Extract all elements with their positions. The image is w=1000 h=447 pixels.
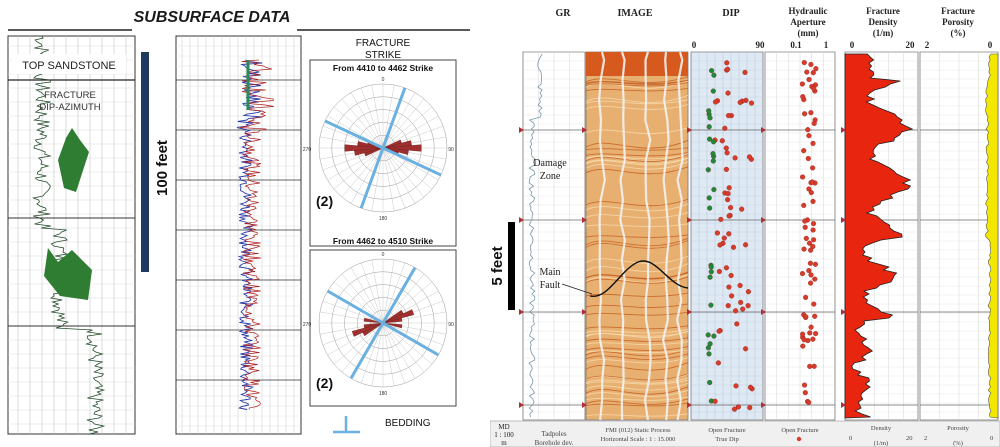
aperture-track <box>764 51 836 421</box>
panel-title: SUBSURFACE DATA <box>134 9 291 26</box>
rose-header-line2: STRIKE <box>365 50 401 61</box>
gr-curve-right <box>528 53 543 418</box>
dip-scale-max: 90 <box>756 40 766 50</box>
svg-text:90: 90 <box>448 322 454 328</box>
rose2-title: From 4462 to 4510 Strike <box>333 236 433 246</box>
density-scale-max: 20 <box>906 40 916 50</box>
depth-tick-arrows <box>519 127 846 408</box>
footer-dip-1: Open Fracture <box>708 427 745 434</box>
bedding-label: BEDDING <box>385 418 431 429</box>
scale-5ft-label: 5 feet <box>490 246 506 285</box>
header-dip: DIP <box>722 8 739 19</box>
density-curve <box>844 53 914 419</box>
dip-scale-min: 0 <box>692 40 697 50</box>
porosity-scale-max: 0 <box>988 40 993 50</box>
svg-text:90: 90 <box>448 147 454 153</box>
track-scales: 0 90 0.1 1 0 20 2 0 <box>692 40 993 50</box>
footer-dip-2: True Dip <box>715 436 738 443</box>
density-scale-min: 0 <box>850 40 855 50</box>
log-curve-red <box>239 59 274 410</box>
scale-bar <box>141 52 149 272</box>
aperture-scale-min: 0.1 <box>790 40 802 50</box>
footer-density-1: Density <box>871 425 892 432</box>
rose-diagram-1: 0 90 180 270 <box>303 77 454 222</box>
tadpole-upper <box>58 128 89 192</box>
header-density-3: (1/m) <box>873 28 894 38</box>
top-sandstone-label: TOP SANDSTONE <box>22 60 116 72</box>
header-porosity-3: (%) <box>951 28 966 38</box>
header-aperture-2: Aperture <box>790 17 825 27</box>
svg-text:0: 0 <box>382 77 385 83</box>
footer-aperture: Open Fracture <box>781 427 818 434</box>
header-gr: GR <box>556 8 572 19</box>
footer-image-1: FMI (012) Static Process <box>605 427 671 434</box>
damage-zone-label-2: Zone <box>540 171 561 182</box>
main-fault-label-1: Main <box>539 267 560 278</box>
rose-diagram-panel: FRACTURE STRIKE From 4410 to 4462 Strike… <box>303 36 458 434</box>
footer-porosity-3: (%) <box>953 440 963 447</box>
footer-density-3: (1/m) <box>874 440 888 447</box>
gr-curve <box>31 35 106 435</box>
porosity-curve <box>985 53 999 419</box>
aperture-scale-max: 1 <box>824 40 829 50</box>
image-track <box>585 51 689 421</box>
left-panel: SUBSURFACE DATA TOP SANDSTONE FRACTURE D… <box>0 0 470 447</box>
header-porosity-2: Porosity <box>942 17 974 27</box>
footer-density-2: 0 <box>849 435 852 442</box>
fracture-label-line1: FRACTURE <box>44 90 96 101</box>
header-aperture-3: (mm) <box>798 28 819 38</box>
track-headers: GR IMAGE DIP Hydraulic Aperture (mm) Fra… <box>556 6 975 38</box>
fracture-label-line2: DIP-AZIMUTH <box>39 102 100 113</box>
footer: MD 1 : 100 m Tadpoles Borehole dev. FMI … <box>490 420 1000 447</box>
rose2-count: (2) <box>316 375 333 391</box>
main-fault-sine <box>589 260 689 297</box>
tadpole-lower <box>44 248 92 300</box>
svg-text:270: 270 <box>303 147 312 153</box>
rose1-title: From 4410 to 4462 Strike <box>333 63 433 73</box>
footer-image-2: Horizontal Scale : 1 : 15.000 <box>601 436 676 443</box>
header-aperture-1: Hydraulic <box>788 6 827 16</box>
gr-tadpole-track: TOP SANDSTONE FRACTURE DIP-AZIMUTH <box>7 35 136 435</box>
right-panel: GR IMAGE DIP Hydraulic Aperture (mm) Fra… <box>490 0 1000 447</box>
footer-porosity-1: Porosity <box>947 425 969 432</box>
footer-gr-1: Tadpoles <box>541 430 566 438</box>
header-porosity-1: Fracture <box>941 6 975 16</box>
footer-md-3: m <box>501 439 507 447</box>
svg-text:180: 180 <box>379 216 388 222</box>
damage-zone-label-1: Damage <box>533 158 567 169</box>
footer-porosity-4: 0 <box>990 435 993 442</box>
header-density-1: Fracture <box>866 6 900 16</box>
main-fault-leader <box>561 283 593 295</box>
scale-label: 100 feet <box>154 140 171 196</box>
dip-track <box>690 51 764 421</box>
porosity-scale-min: 2 <box>925 40 930 50</box>
svg-text:270: 270 <box>303 322 312 328</box>
footer-md-1: MD <box>498 423 509 431</box>
scale-bar-5ft <box>508 222 515 310</box>
footer-md-2: 1 : 100 <box>494 431 514 439</box>
header-image: IMAGE <box>618 8 653 19</box>
footer-porosity-2: 2 <box>924 435 927 442</box>
porosity-track <box>919 51 999 421</box>
rose-diagram-2: 0 90 180 270 <box>303 252 454 397</box>
bedding-legend: BEDDING <box>333 416 431 434</box>
svg-text:180: 180 <box>379 391 388 397</box>
rose1-count: (2) <box>316 193 333 209</box>
footer-gr-2: Borehole dev. <box>535 439 574 447</box>
rose-header-line1: FRACTURE <box>356 38 411 49</box>
footer-density-4: 20 <box>906 435 913 442</box>
main-fault-label-2: Fault <box>540 280 561 291</box>
header-density-2: Density <box>869 17 898 27</box>
svg-text:0: 0 <box>382 252 385 258</box>
wiggle-log-track <box>175 35 302 435</box>
density-track <box>844 51 919 421</box>
